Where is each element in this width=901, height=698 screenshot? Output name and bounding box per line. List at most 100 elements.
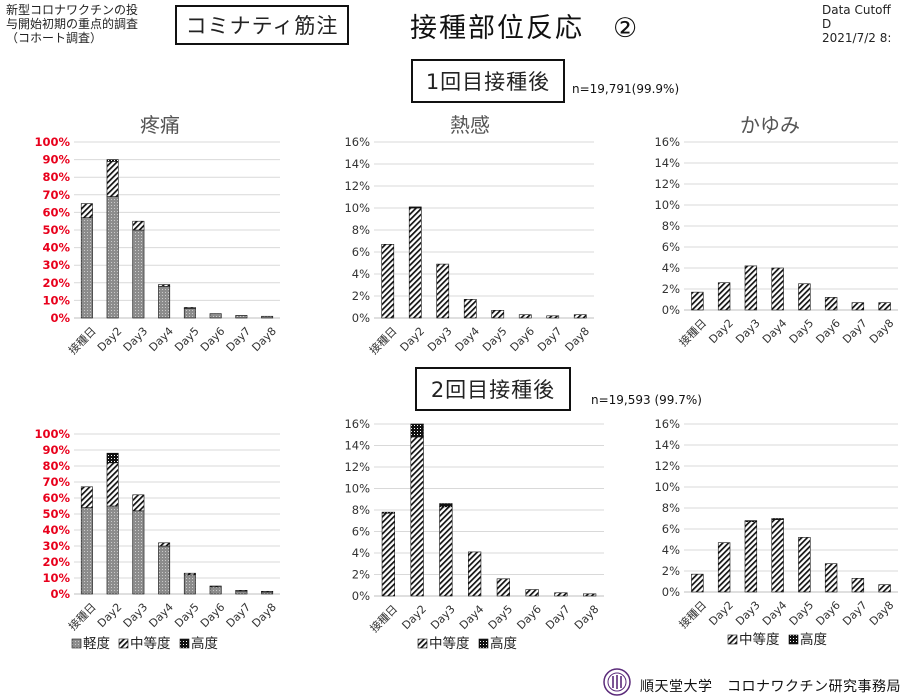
bar-moderate-6 (525, 589, 539, 597)
bar-moderate-8 (261, 590, 274, 593)
bar-moderate-5 (496, 578, 511, 597)
data-cutoff-note: Data Cutoff D 2021/7/2 8: (822, 3, 892, 45)
bar-severe-2 (410, 423, 424, 438)
x-tick-label: 接種日 (366, 324, 399, 357)
chart-dose2-heat: 0%2%4%6%8%10%12%14%16%接種日 Day2 Day3 Day4 Day… (344, 417, 604, 652)
y-tick-label: 0% (50, 587, 70, 601)
y-tick-label: 70% (42, 188, 70, 202)
legend-swatch-moderate (727, 634, 738, 645)
bar-moderate-7 (546, 315, 560, 319)
x-tick-label: Day8 (563, 325, 593, 355)
x-tick-label: Day7 (840, 599, 870, 629)
y-tick-label: 100% (34, 135, 70, 149)
x-tick-label: Day6 (813, 317, 843, 347)
x-tick-label: Day7 (535, 325, 565, 355)
bar-moderate-5 (183, 307, 196, 309)
x-tick-label: Day7 (840, 317, 870, 347)
bar-moderate-2 (408, 207, 422, 319)
bar-mild-7 (235, 315, 248, 319)
bar-severe-3 (744, 520, 758, 522)
y-tick-label: 40% (42, 523, 70, 537)
chart-dose1-heat: 熱感0%2%4%6%8%10%12%14%16%接種日Day2Day3Day4D… (344, 113, 594, 357)
y-tick-label: 2% (352, 289, 370, 303)
organization-note: 新型コロナワクチンの投 与開始初期の重点的調査 （コホート調査） (6, 3, 139, 45)
bar-mild-3 (132, 510, 145, 595)
x-tick-label: Day6 (508, 325, 538, 355)
y-tick-label: 8% (662, 219, 680, 233)
bar-severe-2 (408, 206, 422, 209)
y-tick-label: 6% (662, 522, 680, 536)
x-tick-label: Day3 (733, 599, 763, 629)
y-tick-label: 4% (352, 546, 370, 560)
y-tick-label: 10% (654, 480, 680, 494)
bar-moderate-6 (824, 297, 838, 311)
bar-severe-1 (381, 511, 395, 514)
x-tick-label: Day2 (398, 325, 428, 355)
y-tick-label: 20% (42, 276, 70, 290)
y-tick-label: 6% (352, 525, 370, 539)
bar-severe-2 (106, 159, 119, 162)
y-tick-label: 8% (352, 503, 370, 517)
x-tick-label: Day3 (733, 317, 763, 347)
legend-swatch-mild (71, 638, 82, 649)
university-seal-icon (603, 668, 631, 696)
bar-moderate-3 (436, 263, 450, 319)
bar-mild-3 (132, 229, 145, 319)
y-tick-label: 14% (654, 438, 680, 452)
y-tick-label: 16% (654, 135, 680, 149)
bar-mild-2 (106, 196, 119, 319)
legend-swatch-severe (788, 634, 799, 645)
y-tick-label: 30% (42, 258, 70, 272)
y-tick-label: 20% (42, 555, 70, 569)
bar-moderate-4 (463, 299, 477, 319)
chart-dose1-itch: かゆみ 0% 2% 4% 6% 8% 10% 12% 14% 16% 接種日Day2Day3Day4… (654, 113, 898, 349)
x-tick-label: Day5 (172, 601, 202, 631)
bar-moderate-6 (518, 314, 532, 319)
bar-mild-1 (80, 507, 93, 595)
y-tick-label: 6% (662, 240, 680, 254)
x-tick-label: Day2 (706, 317, 736, 347)
y-tick-label: 8% (662, 501, 680, 515)
y-tick-label: 16% (344, 417, 370, 431)
legend-label-severe: 高度 (490, 635, 517, 652)
y-tick-label: 10% (42, 293, 70, 307)
x-tick-label: 接種日 (65, 600, 98, 633)
x-tick-label: 接種日 (367, 602, 400, 635)
x-tick-label: Day2 (706, 599, 736, 629)
page-title: 接種部位反応 ② (410, 13, 640, 44)
bar-moderate-5 (491, 310, 505, 319)
bar-severe-3 (439, 503, 453, 508)
y-tick-label: 0% (352, 311, 370, 325)
y-tick-label: 14% (654, 156, 680, 170)
y-tick-label: 16% (344, 135, 370, 149)
bar-mild-4 (158, 286, 171, 319)
footer-institution: 順天堂大学 コロナワクチン研究事務局 (640, 679, 901, 695)
y-tick-label: 12% (344, 179, 370, 193)
bar-moderate-4 (158, 542, 171, 547)
x-tick-label: Day3 (121, 601, 151, 631)
y-tick-label: 12% (654, 177, 680, 191)
bar-moderate-8 (878, 302, 891, 311)
bar-moderate-7 (851, 578, 865, 593)
x-tick-label: Day6 (198, 601, 228, 631)
x-tick-label: Day6 (514, 603, 544, 633)
bar-severe-2 (106, 452, 119, 464)
bar-moderate-8 (573, 314, 587, 319)
legend-label-severe: 高度 (191, 635, 218, 652)
chart-dose2-itch: 0%2%4%6%8%10%12%14%16%接種日Day2Day3Day4Day… (654, 417, 898, 648)
bar-moderate-2 (717, 282, 731, 311)
bar-moderate-6 (209, 585, 222, 588)
x-tick-label: Day5 (787, 317, 817, 347)
bar-moderate-3 (132, 220, 145, 231)
legend-swatch-severe (478, 638, 489, 649)
x-tick-label: Day7 (224, 601, 254, 631)
y-tick-label: 10% (344, 201, 370, 215)
x-tick-label: Day8 (572, 603, 602, 633)
y-tick-label: 6% (352, 245, 370, 259)
y-tick-label: 14% (344, 157, 370, 171)
y-tick-label: 10% (42, 571, 70, 585)
vaccine-name-box: コミナティ筋注 (175, 5, 349, 45)
y-tick-label: 2% (352, 568, 370, 582)
bar-moderate-8 (583, 593, 597, 597)
bar-severe-4 (771, 518, 784, 520)
